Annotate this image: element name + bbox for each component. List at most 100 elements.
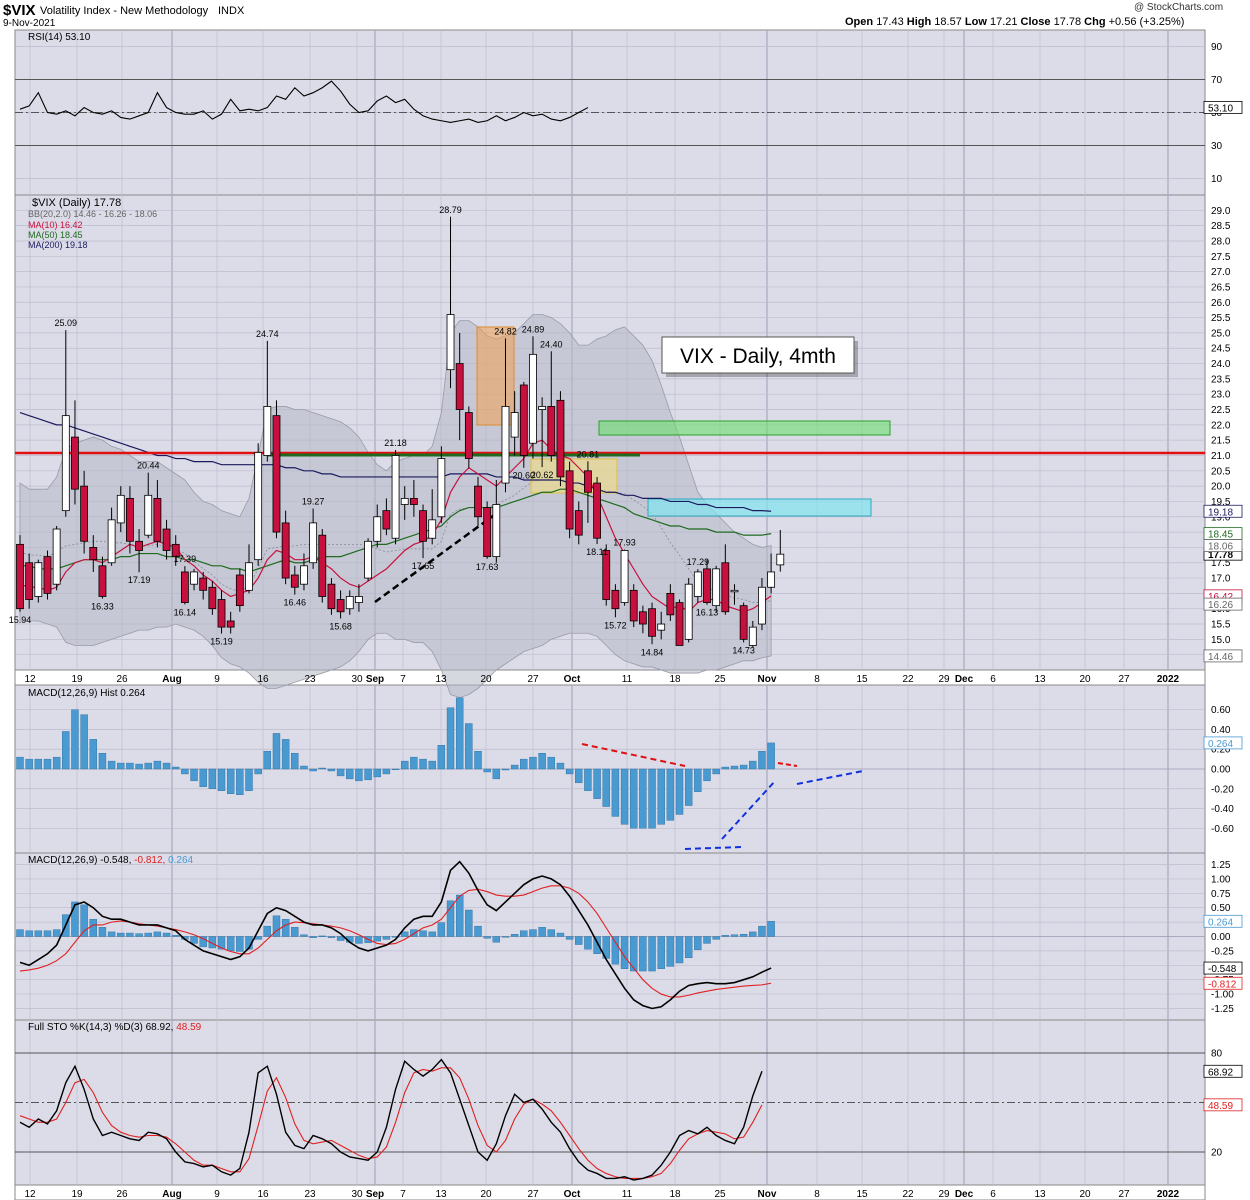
macd-current-tag: -0.548: [1208, 964, 1237, 975]
price-point-label: 20.60: [513, 471, 536, 481]
candle-up: [492, 504, 501, 558]
x-axis-label: 19: [71, 1189, 83, 1200]
exchange-label: INDX: [218, 5, 245, 17]
x-axis-label: Nov: [758, 674, 777, 685]
price-tick: 28.0: [1211, 236, 1231, 247]
macd-hist-bar: [107, 931, 116, 937]
macd-hist-bar: [419, 930, 427, 937]
price-tick: 15.0: [1211, 635, 1231, 646]
hist-bar: [327, 768, 336, 772]
hist-bar: [483, 768, 491, 773]
price-tick: 20.5: [1211, 466, 1231, 477]
rsi-current-tag: 53.10: [1208, 103, 1233, 114]
hist-bar: [245, 768, 253, 791]
candle-up: [428, 519, 437, 539]
hist-bar: [80, 714, 88, 770]
price-point-label: 20.62: [531, 470, 554, 480]
hist-bar: [446, 707, 455, 770]
candle-down: [721, 562, 730, 613]
macd-current-tag-box: [1203, 961, 1243, 975]
macd-hist-bar: [309, 936, 317, 938]
x-axis-label: Oct: [564, 1189, 581, 1200]
ma10-line: [19, 439, 772, 613]
macd-hist-current-tag: 0.264: [1208, 917, 1233, 928]
macd-legend-a: MACD(12,26,9) -0.548,: [28, 855, 134, 866]
axis-labels: 907050301029.028.528.027.527.026.526.025…: [24, 42, 1243, 1200]
macd-hist-bar: [401, 931, 409, 937]
ma50-legend: MA(50) 18.45: [28, 230, 83, 240]
macd-hist-bar: [611, 936, 620, 965]
price-point-label: 24.40: [540, 339, 563, 349]
macd-hist-bar: [382, 936, 391, 940]
candles: [16, 216, 785, 648]
x-axis-label: 27: [527, 674, 539, 685]
candle-down: [602, 550, 611, 600]
macd-hist-bar: [25, 930, 33, 937]
candle-down: [739, 605, 748, 640]
price-tick: 20.0: [1211, 482, 1231, 493]
x-axis-label: 9: [214, 674, 220, 685]
high-value: 18.57: [934, 16, 962, 28]
candle-down: [483, 507, 492, 558]
macd-hist-bar: [135, 933, 143, 937]
macd-hist-bar: [565, 936, 574, 940]
x-axis-label: 26: [116, 1189, 128, 1200]
macd-hist-bar: [455, 894, 464, 937]
bb-legend: BB(20,2.0) 14.46 - 16.26 - 18.06: [28, 209, 157, 219]
macd-hist-bar: [190, 936, 198, 944]
hist-bar: [208, 768, 217, 789]
hist-bar: [391, 768, 400, 771]
price-tick: 23.0: [1211, 390, 1231, 401]
macd-hist-bar: [474, 925, 482, 937]
candle-down: [153, 497, 162, 542]
hist-bar: [254, 768, 262, 775]
price-point-label: 24.89: [522, 324, 545, 334]
candle-up: [391, 455, 400, 539]
macd-hist-bar: [336, 936, 345, 941]
candle-down: [272, 415, 281, 533]
sto-k-current-tag: 68.92: [1208, 1067, 1233, 1078]
price-point-label: 14.84: [641, 647, 664, 657]
candle-down: [593, 482, 601, 539]
candle-down: [611, 589, 620, 610]
macd-hist-bar: [52, 929, 61, 937]
price-point-label: 17.63: [476, 562, 499, 572]
candle-down: [474, 485, 482, 518]
hist-bar: [703, 768, 711, 782]
macd-hist-bar: [437, 922, 446, 937]
macd-line: [19, 860, 772, 1010]
candle-up: [501, 406, 510, 484]
macd-hist-tick: 0.40: [1211, 725, 1231, 736]
candle-down: [171, 543, 180, 558]
candle-up: [61, 415, 70, 512]
macd-hist-bar: [666, 936, 675, 967]
hist-bar: [529, 756, 537, 770]
macd-hist-bar: [520, 930, 528, 937]
low-value: 17.21: [989, 16, 1018, 28]
x-axis-label: 18: [669, 1189, 681, 1200]
hist-bar: [410, 756, 418, 770]
ma200-current-tag: 19.18: [1208, 507, 1233, 518]
candle-up: [767, 571, 776, 588]
price-point-label: 24.82: [494, 326, 517, 336]
macd-hist-bar: [749, 931, 757, 937]
price-tick: 22.5: [1211, 405, 1231, 416]
hist-bar: [144, 762, 152, 770]
macd-tick: 1.00: [1211, 874, 1231, 885]
candle-up: [345, 596, 354, 610]
yellow-support-box: [530, 458, 618, 494]
x-axis-label: 22: [902, 674, 914, 685]
hist-bar: [694, 768, 702, 792]
highlight-boxes: [476, 326, 891, 517]
price-point-label: 15.94: [9, 615, 32, 625]
x-axis-label: 16: [257, 674, 269, 685]
macd-hist-bar: [547, 929, 555, 937]
x-axis-label: 19: [71, 674, 83, 685]
x-axis-label: Dec: [955, 1189, 974, 1200]
price-tick: 25.5: [1211, 313, 1231, 324]
candle-down: [675, 602, 684, 646]
macd-hist-bar: [630, 936, 638, 972]
hist-bar: [556, 762, 565, 770]
candle-up: [684, 583, 693, 640]
macd-legend-b: -0.812,: [134, 855, 168, 866]
